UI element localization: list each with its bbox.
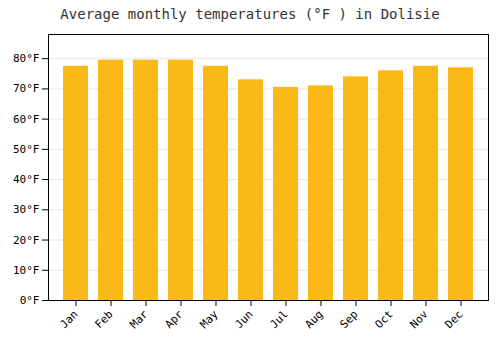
svg-text:Jun: Jun — [232, 308, 255, 331]
svg-text:80°F: 80°F — [13, 52, 40, 65]
svg-text:50°F: 50°F — [13, 143, 40, 156]
svg-text:Feb: Feb — [92, 308, 115, 331]
svg-text:Apr: Apr — [162, 307, 186, 331]
svg-text:Dec: Dec — [442, 308, 465, 331]
svg-text:10°F: 10°F — [13, 264, 40, 277]
svg-text:Oct: Oct — [372, 308, 395, 331]
svg-text:20°F: 20°F — [13, 234, 40, 247]
svg-text:Sep: Sep — [337, 308, 360, 331]
svg-text:30°F: 30°F — [13, 203, 40, 216]
svg-text:Nov: Nov — [407, 307, 431, 331]
svg-text:0°F: 0°F — [20, 294, 40, 307]
svg-text:60°F: 60°F — [13, 113, 40, 126]
svg-text:Mar: Mar — [127, 307, 151, 331]
svg-text:70°F: 70°F — [13, 82, 40, 95]
svg-text:Jul: Jul — [267, 308, 290, 331]
html-text:Average monthly temperatures (: Average monthly temperatures (°F ) in Do… — [60, 6, 440, 22]
svg-text:Aug: Aug — [302, 308, 325, 331]
svg-text:40°F: 40°F — [13, 173, 40, 186]
svg-text:May: May — [197, 307, 221, 331]
svg-text:Jan: Jan — [57, 308, 80, 331]
